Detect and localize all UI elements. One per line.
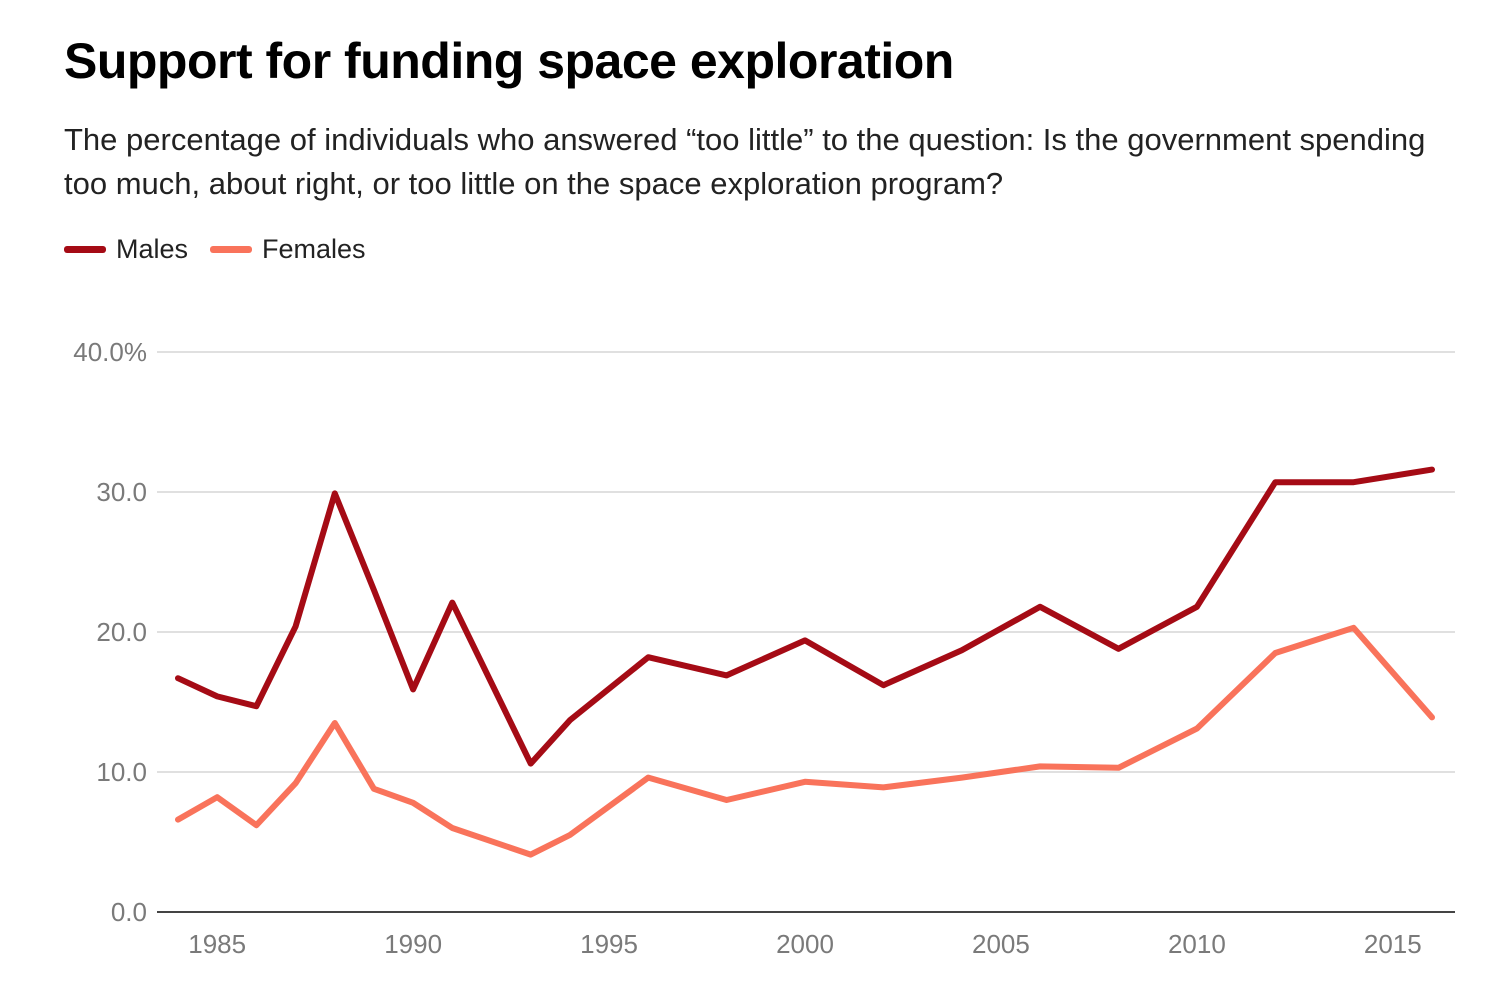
legend-label-males: Males bbox=[116, 234, 189, 264]
x-tick-label-1990: 1990 bbox=[384, 929, 442, 959]
x-tick-label-2005: 2005 bbox=[972, 929, 1030, 959]
legend-swatch-males bbox=[64, 246, 106, 253]
chart-subtitle: The percentage of individuals who answer… bbox=[64, 122, 1426, 201]
legend-item-males[interactable]: Males bbox=[64, 234, 188, 265]
chart-title: Support for funding space exploration bbox=[64, 33, 954, 89]
legend-label-females: Females bbox=[262, 234, 366, 264]
series-line-females bbox=[175, 624, 1435, 858]
y-tick-label-3: 30.0 bbox=[96, 477, 147, 507]
x-tick-label-2010: 2010 bbox=[1168, 929, 1226, 959]
y-tick-label-0: 0.0 bbox=[111, 897, 147, 927]
series-line-males bbox=[175, 466, 1435, 767]
legend-item-females[interactable]: Females bbox=[210, 234, 366, 265]
y-tick-label-2: 20.0 bbox=[96, 617, 147, 647]
x-tick-label-2000: 2000 bbox=[776, 929, 834, 959]
legend: Males Females bbox=[64, 234, 388, 265]
x-tick-label-2015: 2015 bbox=[1364, 929, 1422, 959]
y-tick-label-4: 40.0% bbox=[73, 337, 147, 367]
legend-swatch-females bbox=[210, 246, 253, 253]
x-tick-label-1995: 1995 bbox=[580, 929, 638, 959]
x-tick-label-1985: 1985 bbox=[188, 929, 246, 959]
y-tick-label-1: 10.0 bbox=[96, 757, 147, 787]
